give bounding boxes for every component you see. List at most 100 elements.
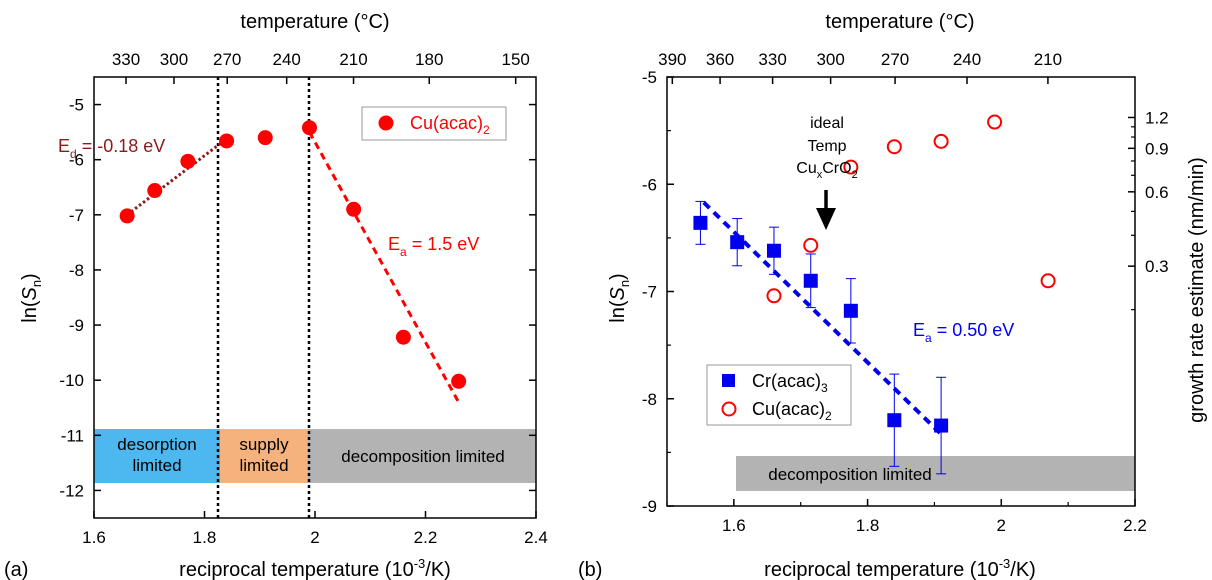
b-ytick-label: -6 xyxy=(642,175,657,194)
panel-b-label: (b) xyxy=(578,559,602,580)
b-rtick-label: 0.6 xyxy=(1145,183,1169,202)
b-rtick-label: 0.3 xyxy=(1145,257,1169,276)
b-point-cr xyxy=(934,418,949,433)
panel-b-frame xyxy=(666,76,1136,507)
panel-a: temperature (°C) (a) reciprocal temperat… xyxy=(4,11,548,580)
b-xtick-label: 1.6 xyxy=(722,516,746,535)
panel-a-regions: desorption limited supply limited decomp… xyxy=(94,429,536,483)
region-desorption-line2: limited xyxy=(132,456,181,475)
b-ytick-label: -5 xyxy=(642,68,657,87)
a-xtick-label: 2.2 xyxy=(414,528,438,547)
a-toptick-label: 180 xyxy=(415,50,443,69)
a-xtick-label: 1.8 xyxy=(193,528,217,547)
a-point xyxy=(147,183,163,199)
a-xtick-label: 2.4 xyxy=(524,528,548,547)
b-point-cr xyxy=(766,243,781,258)
b-point-cu xyxy=(766,288,782,304)
region-supply-line2: limited xyxy=(239,456,288,475)
b-toptick-label: 240 xyxy=(953,50,981,69)
a-fit-line-1 xyxy=(308,131,460,403)
a-point xyxy=(257,130,273,146)
panel-a-x-axis-title: reciprocal temperature (10-3/K) xyxy=(179,556,451,580)
b-point-cr xyxy=(887,413,902,428)
b-toptick-label: 210 xyxy=(1034,50,1062,69)
annotation-ea-b: Ea = 0.50 eV xyxy=(913,320,1014,345)
region-supply xyxy=(220,429,308,483)
annotation-ea: Ea = 1.5 eV xyxy=(388,234,479,259)
panel-a-y-axis-title: ln(Sn) xyxy=(19,273,44,322)
panel-b-x-axis-title: reciprocal temperature (10-3/K) xyxy=(764,556,1036,580)
a-toptick-label: 240 xyxy=(272,50,300,69)
panel-a-top-axis-title: temperature (°C) xyxy=(240,11,389,33)
b-point-cr xyxy=(730,235,745,250)
b-toptick-label: 300 xyxy=(816,50,844,69)
legend-marker-cu-b xyxy=(721,401,737,417)
legend-marker-cu xyxy=(378,115,394,131)
panel-a-legend: Cu(acac)2 xyxy=(361,106,507,141)
b-point-cu xyxy=(987,114,1003,130)
b-point-cr xyxy=(803,273,818,288)
a-ytick-label: -7 xyxy=(69,206,84,225)
ideal-line1: ideal xyxy=(810,115,844,132)
a-ytick-label: -12 xyxy=(59,481,84,500)
panel-b-y2-axis-title: growth rate estimate (nm/min) xyxy=(1186,157,1208,423)
b-toptick-label: 330 xyxy=(758,50,786,69)
a-ytick-label: -5 xyxy=(69,96,84,115)
b-rtick-label: 1.2 xyxy=(1145,108,1169,127)
annotation-ed: Ed = -0.18 eV xyxy=(58,136,165,161)
a-toptick-label: 270 xyxy=(213,50,241,69)
b-rtick-label: 0.9 xyxy=(1145,139,1169,158)
a-ytick-label: -10 xyxy=(59,371,84,390)
a-point xyxy=(395,329,411,345)
a-toptick-label: 330 xyxy=(112,50,140,69)
panel-b-y-axis-title: ln(Sn) xyxy=(607,273,632,322)
annotation-ideal: ideal Temp CuxCrO2 xyxy=(796,115,858,230)
b-point-cu xyxy=(843,159,859,175)
a-ytick-label: -8 xyxy=(69,261,84,280)
b-point-cr xyxy=(843,303,858,318)
legend-marker-cr xyxy=(722,374,735,387)
panel-a-label: (a) xyxy=(4,559,28,580)
region-desorption-line1: desorption xyxy=(117,435,196,454)
a-point xyxy=(451,373,467,389)
a-ytick-label: -6 xyxy=(69,151,84,170)
b-point-cu xyxy=(1040,273,1056,289)
region-desorption xyxy=(94,429,220,483)
a-toptick-label: 150 xyxy=(501,50,529,69)
a-ytick-label: -9 xyxy=(69,316,84,335)
region-decomposition-b-label: decomposition limited xyxy=(768,465,931,484)
a-point xyxy=(346,201,362,217)
a-point xyxy=(301,120,317,136)
a-ytick-label: -11 xyxy=(61,426,84,445)
ideal-line2: Temp xyxy=(807,138,846,155)
b-ytick-label: -9 xyxy=(642,497,657,516)
a-xtick-label: 1.6 xyxy=(82,528,106,547)
b-xtick-label: 2 xyxy=(997,516,1006,535)
b-toptick-label: 360 xyxy=(706,50,734,69)
b-xtick-label: 2.2 xyxy=(1123,516,1147,535)
a-point xyxy=(180,153,196,169)
region-decomposition-label: decomposition limited xyxy=(341,447,504,466)
a-point xyxy=(219,133,235,149)
a-xtick-label: 2 xyxy=(310,528,319,547)
ideal-arrow-head xyxy=(816,208,836,230)
b-point-cu xyxy=(803,237,819,253)
b-ytick-label: -7 xyxy=(642,283,657,302)
panel-b-top-axis-title: temperature (°C) xyxy=(825,11,974,33)
b-toptick-label: 270 xyxy=(881,50,909,69)
region-supply-line1: supply xyxy=(239,435,289,454)
b-toptick-label: 390 xyxy=(658,50,686,69)
b-point-cu xyxy=(933,133,949,149)
a-toptick-label: 300 xyxy=(160,50,188,69)
panel-b-legend: Cr(acac)3 Cu(acac)2 xyxy=(706,364,852,426)
b-ytick-label: -8 xyxy=(642,390,657,409)
a-toptick-label: 210 xyxy=(339,50,367,69)
b-point-cu xyxy=(886,139,902,155)
a-point xyxy=(119,208,135,224)
region-decomposition xyxy=(308,429,536,483)
b-xtick-label: 1.8 xyxy=(856,516,880,535)
b-point-cr xyxy=(693,215,708,230)
panel-b: temperature (°C) (b) reciprocal temperat… xyxy=(578,11,1208,580)
ideal-formula: CuxCrO2 xyxy=(796,160,857,181)
